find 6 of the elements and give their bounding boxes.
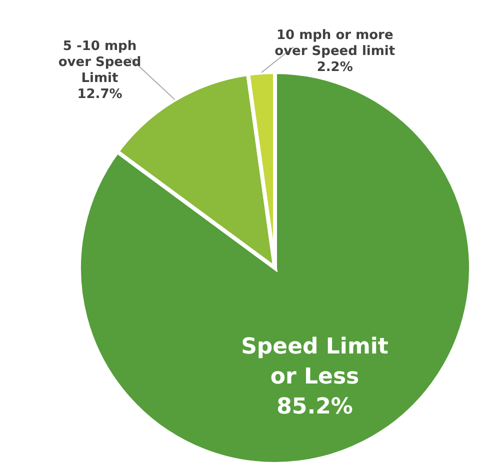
slice-label: 10 mph or more over Speed limit — [274, 28, 396, 60]
data-label: 12.7% — [77, 86, 122, 102]
data-label: 85.2% — [276, 394, 353, 420]
data-label: 2.2% — [316, 60, 353, 76]
slice-label: 5 -10 mph over Speed Limit — [58, 38, 142, 86]
slice-label: Speed Limit or Less — [241, 334, 389, 390]
